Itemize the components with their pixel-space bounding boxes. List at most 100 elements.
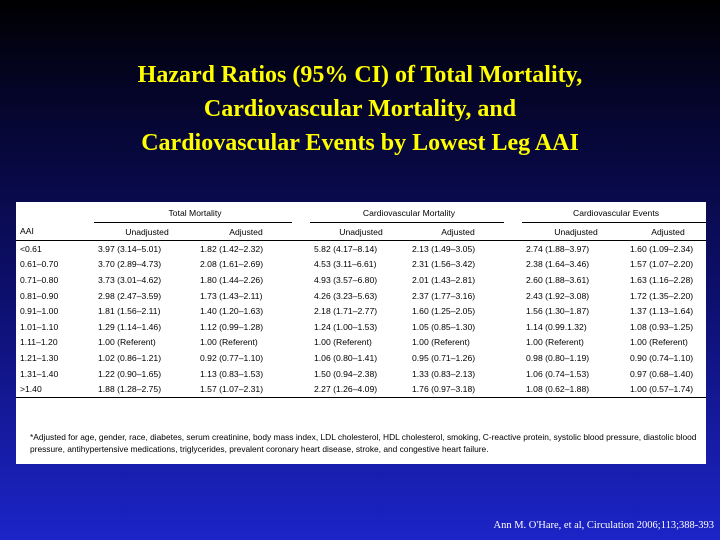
hazard-ratio-table: Total Mortality Cardiovascular Mortality… <box>16 204 707 398</box>
table-cell: 0.97 (0.68–1.40) <box>630 368 694 379</box>
table-cell: 4.26 (3.23–5.63) <box>314 290 378 301</box>
table-cell: 3.97 (3.14–5.01) <box>98 243 162 254</box>
column-header-cm-adjusted: Adjusted <box>408 222 505 241</box>
column-header-aai: AAI <box>16 222 94 241</box>
table-cell: 1.12 (0.99–1.28) <box>200 321 264 332</box>
row-label-aai: 1.31–1.40 <box>20 368 59 379</box>
table-cell: 1.33 (0.83–2.13) <box>412 368 476 379</box>
table-row: 0.91–1.00 1.81 (1.56–2.11) 1.40 (1.20–1.63… <box>16 303 706 319</box>
table-cell: 1.57 (1.07–2.20) <box>630 259 694 270</box>
column-header-row: AAI Unadjusted Adjusted Unadjusted Adjus… <box>16 222 707 241</box>
column-header-cm-unadjusted: Unadjusted <box>310 222 409 241</box>
table-cell: 1.72 (1.35–2.20) <box>630 290 694 301</box>
table-cell: 1.60 (1.25–2.05) <box>412 306 476 317</box>
table-row: 1.11–1.20 1.00 (Referent) 1.00 (Referent) 1… <box>16 335 706 351</box>
table-cell: 3.70 (2.89–4.73) <box>98 259 162 270</box>
table-cell: 2.60 (1.88–3.61) <box>526 274 590 285</box>
table-row: <0.61 3.97 (3.14–5.01) 1.82 (1.42–2.32) 5.8… <box>16 241 706 257</box>
table-footnote: *Adjusted for age, gender, race, diabete… <box>30 432 697 454</box>
table-cell: 1.73 (1.43–2.11) <box>200 290 263 301</box>
hazard-ratio-table-panel: Total Mortality Cardiovascular Mortality… <box>16 202 707 464</box>
table-cell: 2.37 (1.77–3.16) <box>412 290 476 301</box>
table-cell: 1.22 (0.90–1.65) <box>98 368 162 379</box>
column-header-ce-adjusted: Adjusted <box>626 222 707 241</box>
table-cell: 1.88 (1.28–2.75) <box>94 381 196 398</box>
table-cell: 1.08 (0.93–1.25) <box>630 321 694 332</box>
row-label-aai: 0.61–0.70 <box>20 259 59 270</box>
table-cell: 3.73 (3.01–4.62) <box>98 274 162 285</box>
group-header-cardiovascular-events: Cardiovascular Events <box>522 204 707 223</box>
table-cell: 1.00 (Referent) <box>412 337 470 348</box>
table-cell: 0.98 (0.80–1.19) <box>526 352 590 363</box>
table-cell: 2.38 (1.64–3.46) <box>526 259 590 270</box>
group-header-row: Total Mortality Cardiovascular Mortality… <box>16 204 707 223</box>
table-cell: 1.50 (0.94–2.38) <box>314 368 378 379</box>
table-cell: 1.56 (1.30–1.87) <box>526 306 590 317</box>
row-label-aai: 0.91–1.00 <box>20 306 59 317</box>
column-header-ce-unadjusted: Unadjusted <box>522 222 627 241</box>
row-label-aai: 1.11–1.20 <box>20 337 58 348</box>
table-cell: 2.08 (1.61–2.69) <box>200 259 264 270</box>
table-cell: 1.00 (Referent) <box>98 337 156 348</box>
table-cell: 0.90 (0.74–1.10) <box>630 352 694 363</box>
table-cell: 0.95 (0.71–1.26) <box>412 352 476 363</box>
table-cell: 1.29 (1.14–1.46) <box>98 321 162 332</box>
table-cell: 1.00 (Referent) <box>630 337 688 348</box>
row-label-aai: 0.71–0.80 <box>20 274 59 285</box>
title-line-1: Hazard Ratios (95% CI) of Total Mortalit… <box>137 62 583 88</box>
table-cell: 1.05 (0.85–1.30) <box>412 321 476 332</box>
row-label-aai: 0.81–0.90 <box>20 290 59 301</box>
row-label-aai: >1.40 <box>16 381 94 398</box>
table-row: 0.61–0.70 3.70 (2.89–4.73) 2.08 (1.61–2.69… <box>16 257 706 273</box>
table-row: >1.40 1.88 (1.28–2.75) 1.57 (1.07–2.31) 2.2… <box>16 381 707 398</box>
table-cell: 1.82 (1.42–2.32) <box>200 243 264 254</box>
title-line-3: Cardiovascular Events by Lowest Leg AAI <box>141 130 579 156</box>
slide-title: Hazard Ratios (95% CI) of Total Mortalit… <box>0 58 720 160</box>
table-cell: 1.06 (0.74–1.53) <box>526 368 590 379</box>
table-row: 0.71–0.80 3.73 (3.01–4.62) 1.80 (1.44–2.26… <box>16 272 706 288</box>
table-cell: 1.00 (Referent) <box>526 337 584 348</box>
table-cell: 1.37 (1.13–1.64) <box>630 306 694 317</box>
table-cell: 1.08 (0.62–1.88) <box>522 381 627 398</box>
table-cell: 1.14 (0.99.1.32) <box>526 321 587 332</box>
table-body: <0.61 3.97 (3.14–5.01) 1.82 (1.42–2.32) 5.8… <box>16 241 707 398</box>
table-cell: 1.57 (1.07–2.31) <box>196 381 293 398</box>
table-cell: 1.76 (0.97–3.18) <box>408 381 505 398</box>
table-cell: 1.06 (0.80–1.41) <box>314 352 378 363</box>
table-cell: 0.92 (0.77–1.10) <box>200 352 264 363</box>
table-cell: 1.63 (1.16–2.28) <box>630 274 694 285</box>
table-cell: 2.18 (1.71–2.77) <box>314 306 378 317</box>
table-cell: 1.80 (1.44–2.26) <box>200 274 264 285</box>
table-cell: 2.13 (1.49–3.05) <box>412 243 476 254</box>
table-cell: 2.98 (2.47–3.59) <box>98 290 162 301</box>
row-label-aai: 1.21–1.30 <box>20 352 59 363</box>
table-cell: 1.40 (1.20–1.63) <box>200 306 264 317</box>
table-cell: 1.13 (0.83–1.53) <box>200 368 264 379</box>
table-cell: 2.43 (1.92–3.08) <box>526 290 590 301</box>
group-header-total-mortality: Total Mortality <box>94 204 293 223</box>
group-header-cardiovascular-mortality: Cardiovascular Mortality <box>310 204 505 223</box>
table-cell: 4.93 (3.57–6.80) <box>314 274 378 285</box>
table-row: 1.01–1.10 1.29 (1.14–1.46) 1.12 (0.99–1.28… <box>16 319 706 335</box>
table-cell: 1.02 (0.86–1.21) <box>98 352 162 363</box>
table-cell: 2.31 (1.56–3.42) <box>412 259 476 270</box>
table-cell: 5.82 (4.17–8.14) <box>314 243 378 254</box>
table-row: 1.31–1.40 1.22 (0.90–1.65) 1.13 (0.83–1.53… <box>16 366 706 382</box>
title-line-2: Cardiovascular Mortality, and <box>203 96 517 122</box>
table-cell: 1.60 (1.09–2.34) <box>630 243 694 254</box>
table-cell: 2.01 (1.43–2.81) <box>412 274 476 285</box>
row-label-aai: 1.01–1.10 <box>20 321 59 332</box>
table-cell: 2.27 (1.26–4.09) <box>310 381 409 398</box>
table-cell: 1.81 (1.56–2.11) <box>98 306 161 317</box>
table-cell: 1.00 (Referent) <box>200 337 258 348</box>
table-cell: 4.53 (3.11–6.61) <box>314 259 377 270</box>
table-cell: 1.00 (Referent) <box>314 337 372 348</box>
column-header-tm-adjusted: Adjusted <box>196 222 293 241</box>
column-header-tm-unadjusted: Unadjusted <box>94 222 196 241</box>
citation: Ann M. O'Hare, et al, Circulation 2006;1… <box>493 520 714 531</box>
row-label-aai: <0.61 <box>20 243 42 254</box>
table-cell: 2.74 (1.88–3.97) <box>526 243 590 254</box>
table-cell: 1.24 (1.00–1.53) <box>314 321 378 332</box>
table-row: 0.81–0.90 2.98 (2.47–3.59) 1.73 (1.43–2.11… <box>16 288 706 304</box>
table-cell: 1.00 (0.57–1.74) <box>626 381 707 398</box>
